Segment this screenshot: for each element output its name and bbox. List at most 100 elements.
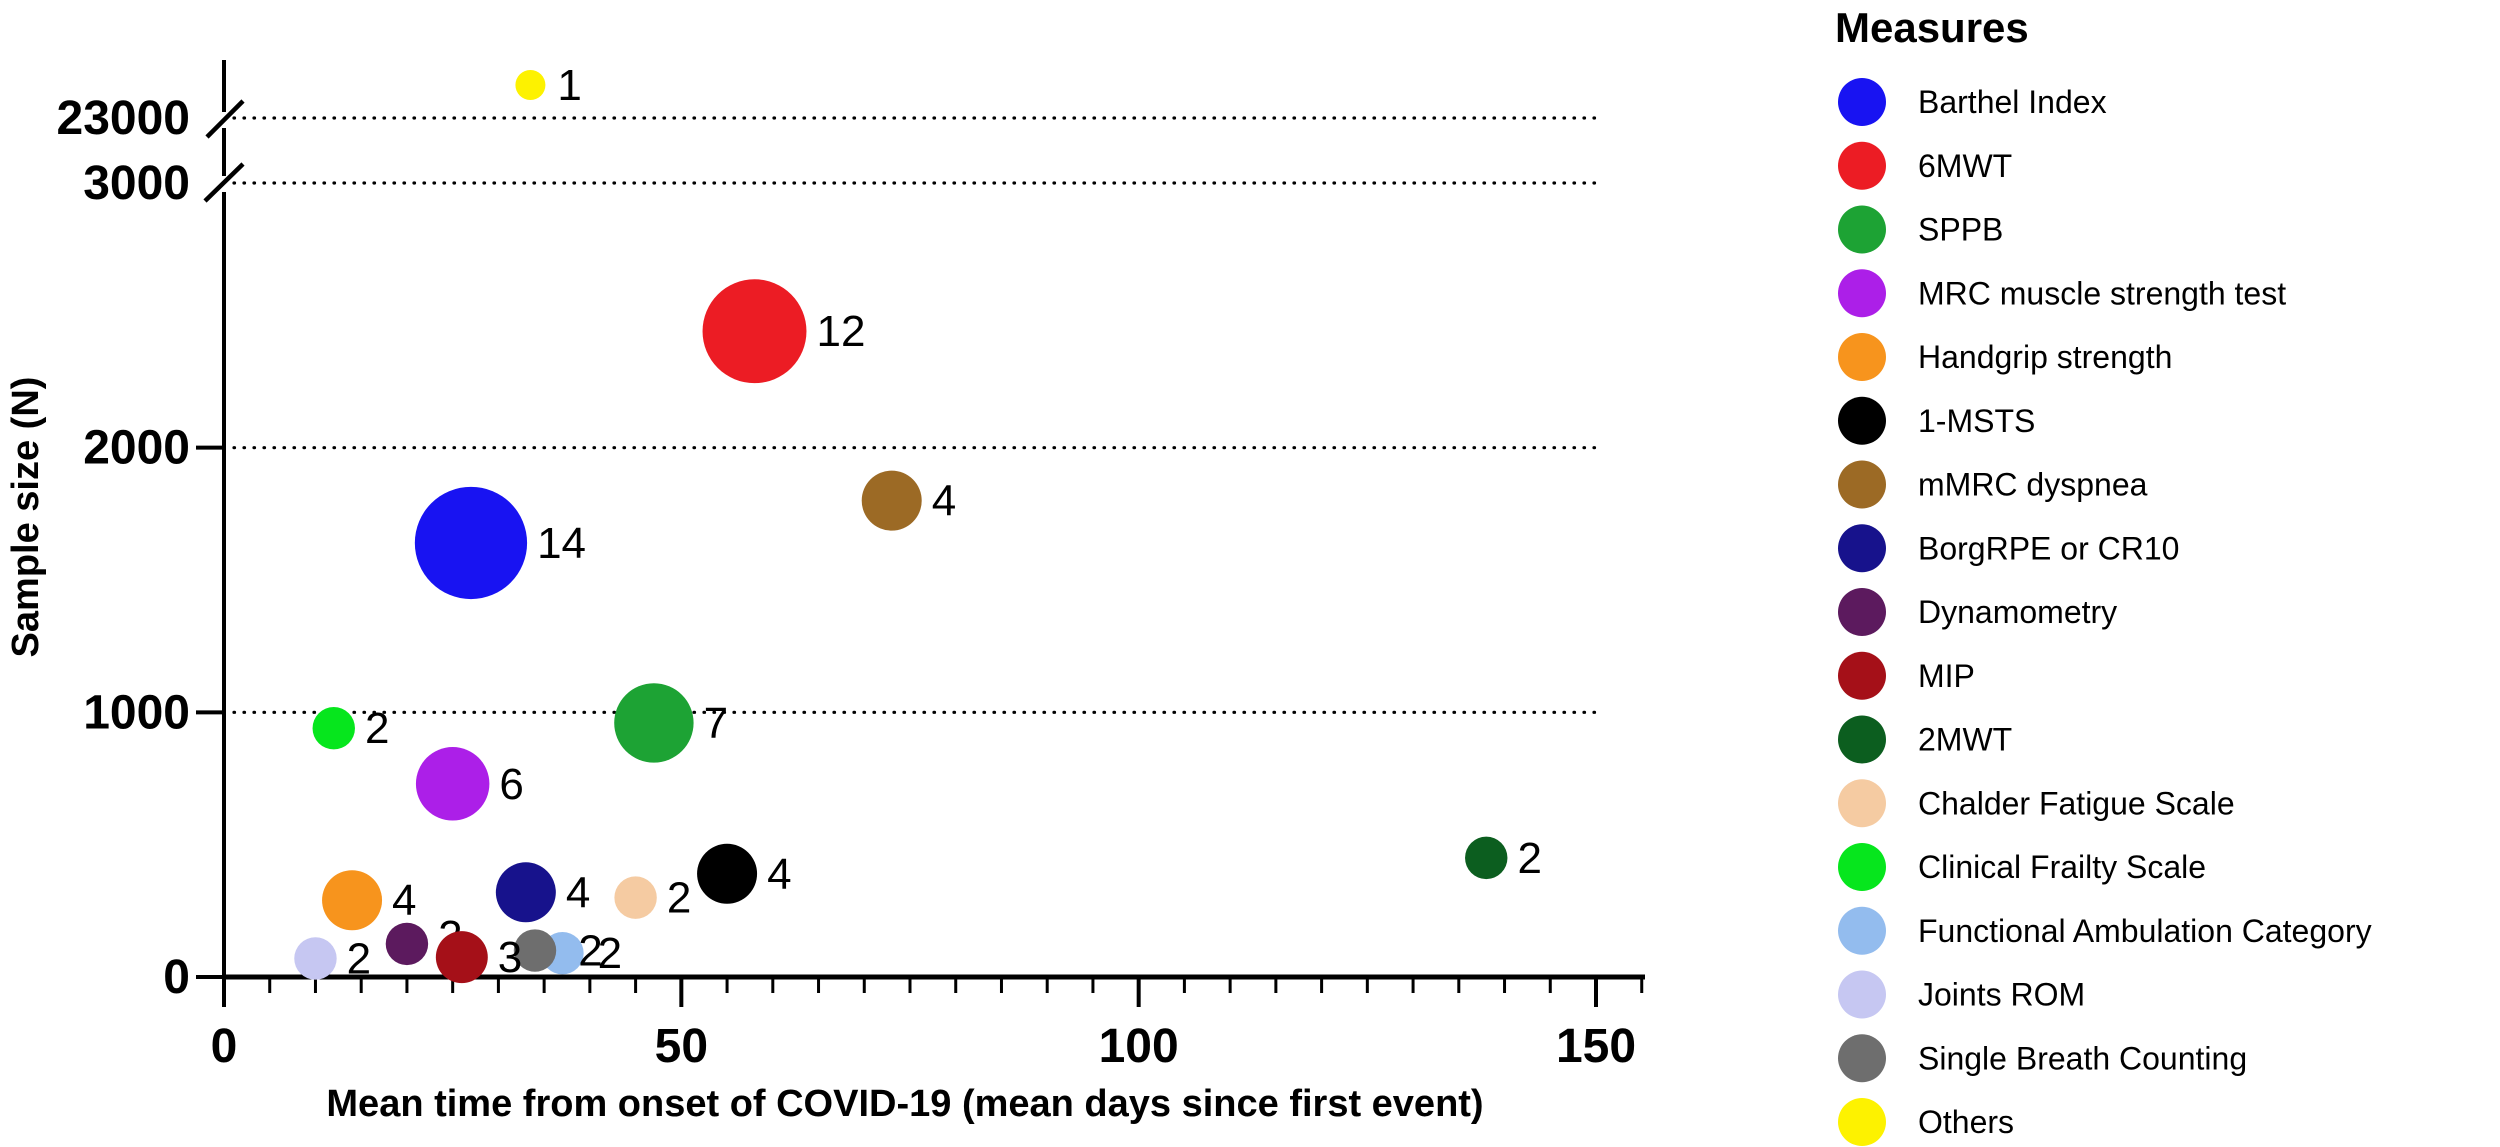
bubble-count-label-mmrc-dyspnea: 4 <box>932 477 956 526</box>
legend-swatch-1-msts <box>1838 396 1886 445</box>
legend-label-joints-rom: Joints ROM <box>1918 977 2085 1013</box>
bubble-chalder-fatigue-scale <box>614 876 657 919</box>
bubble-borgrpe-or-cr10 <box>495 862 556 923</box>
legend-item-functional-ambulation-category: Functional Ambulation Category <box>1838 906 2372 955</box>
legend-label-functional-ambulation-category: Functional Ambulation Category <box>1918 913 2372 949</box>
legend-label-sppb: SPPB <box>1918 212 2003 248</box>
bubble-2mwt <box>1465 836 1508 880</box>
legend-swatch-borgrpe-or-cr10 <box>1838 524 1886 573</box>
legend-label-mrc-muscle-strength-test: MRC muscle strength test <box>1918 275 2286 311</box>
legend-label-chalder-fatigue-scale: Chalder Fatigue Scale <box>1918 785 2235 821</box>
legend-swatch-barthel-index <box>1838 78 1886 126</box>
legend-label-others: Others <box>1918 1104 2014 1140</box>
bubble-joints-rom <box>294 937 337 980</box>
y-tick-label-0: 0 <box>163 951 190 1004</box>
legend-swatch-functional-ambulation-category <box>1838 906 1886 955</box>
legend-label-handgrip-strength: Handgrip strength <box>1918 339 2172 375</box>
legend-item-chalder-fatigue-scale: Chalder Fatigue Scale <box>1838 779 2235 828</box>
bubble-count-label-others: 1 <box>557 61 581 110</box>
legend-label-2mwt: 2MWT <box>1918 722 2012 758</box>
bubble-count-label-borgrpe-or-cr10: 4 <box>566 868 590 917</box>
bubble-count-label-mip: 3 <box>498 933 522 982</box>
bubble-clinical-frailty-scale <box>312 706 355 750</box>
bubble-count-label-1-msts: 4 <box>767 850 791 899</box>
bubble-count-label-6mwt: 12 <box>816 307 865 356</box>
legend-item-dynamometry: Dynamometry <box>1838 588 2117 636</box>
legend-label-barthel-index: Barthel Index <box>1918 84 2107 120</box>
x-tick-label-50: 50 <box>655 1020 708 1073</box>
legend-item-sppb: SPPB <box>1838 205 2003 254</box>
bubbles-layer: 2 <box>294 70 1508 984</box>
legend-swatch-handgrip-strength <box>1838 333 1886 381</box>
legend-swatch-mmrc-dyspnea <box>1838 460 1886 509</box>
legend-swatch-single-breath-counting <box>1838 1034 1886 1083</box>
legend-label-mip: MIP <box>1918 658 1975 694</box>
bubble-count-label-2mwt: 2 <box>1517 834 1541 883</box>
axis-break-slash-lower <box>203 162 245 203</box>
legend-swatch-joints-rom <box>1838 970 1886 1019</box>
legend-swatch-6mwt <box>1838 141 1886 190</box>
y-axis-title: Sample size (N) <box>5 377 47 658</box>
legend-swatch-mrc-muscle-strength-test <box>1838 269 1886 318</box>
bubble-sppb <box>614 683 694 763</box>
legend-label-borgrpe-or-cr10: BorgRPE or CR10 <box>1918 530 2179 566</box>
bubble-mrc-muscle-strength-test <box>415 747 490 821</box>
bubble-6mwt <box>702 279 807 384</box>
y-tick-label-1000: 1000 <box>83 686 190 739</box>
legend-item-single-breath-counting: Single Breath Counting <box>1838 1034 2247 1083</box>
bubble-count-label-single-breath-counting: 2 <box>578 927 602 976</box>
bubble-count-label-joints-rom: 2 <box>347 934 371 983</box>
x-tick-label-100: 100 <box>1099 1020 1179 1073</box>
legend-item-others: Others <box>1838 1098 2014 1146</box>
legend-item-borgrpe-or-cr10: BorgRPE or CR10 <box>1838 524 2179 573</box>
legend-label-6mwt: 6MWT <box>1918 148 2012 184</box>
legend-item-joints-rom: Joints ROM <box>1838 970 2085 1019</box>
bubble-others <box>515 70 546 100</box>
legend-swatch-chalder-fatigue-scale <box>1838 779 1886 828</box>
legend-swatch-sppb <box>1838 205 1886 254</box>
legend-swatch-clinical-frailty-scale <box>1838 843 1886 891</box>
legend-item-mrc-muscle-strength-test: MRC muscle strength test <box>1838 269 2286 318</box>
legend-layer: Barthel Index 6MWT SPPB MRC muscle strength… <box>1838 78 2372 1146</box>
legend-item-6mwt: 6MWT <box>1838 141 2012 190</box>
legend-item-handgrip-strength: Handgrip strength <box>1838 333 2172 381</box>
legend-item-mmrc-dyspnea: mMRC dyspnea <box>1838 460 2148 509</box>
legend-item-clinical-frailty-scale: Clinical Frailty Scale <box>1838 843 2206 891</box>
legend-item-2mwt: 2MWT <box>1838 715 2012 764</box>
y-tick-label-2000: 2000 <box>83 422 190 475</box>
bubble-count-label-barthel-index: 14 <box>537 519 586 568</box>
legend-item-barthel-index: Barthel Index <box>1838 78 2107 126</box>
y-tick-label-3000: 3000 <box>83 157 190 210</box>
bubble-single-breath-counting <box>513 929 557 972</box>
bubble-count-label-chalder-fatigue-scale: 2 <box>667 874 691 923</box>
legend-item-mip: MIP <box>1838 651 1975 700</box>
bubble-count-label-mrc-muscle-strength-test: 6 <box>499 760 523 809</box>
gridlines-layer <box>232 116 1602 714</box>
legend-item-1-msts: 1-MSTS <box>1838 396 2035 445</box>
bubble-1-msts <box>697 843 758 904</box>
bubble-mmrc-dyspnea <box>861 470 922 531</box>
bubble-barthel-index <box>414 486 528 600</box>
legend-label-dynamometry: Dynamometry <box>1918 594 2117 630</box>
bubble-handgrip-strength <box>322 870 383 931</box>
x-axis-title: Mean time from onset of COVID-19 (mean d… <box>326 1083 1483 1125</box>
legend-label-single-breath-counting: Single Breath Counting <box>1918 1040 2247 1076</box>
bubble-count-label-functional-ambulation-category: 2 <box>598 929 622 978</box>
x-tick-label-150: 150 <box>1556 1020 1636 1073</box>
legend-label-1-msts: 1-MSTS <box>1918 403 2035 439</box>
x-tick-label-0: 0 <box>211 1020 238 1073</box>
bubble-count-label-sppb: 7 <box>704 699 728 748</box>
bubble-dynamometry <box>385 922 429 966</box>
legend-title: Measures <box>1835 4 2029 51</box>
bubble-mip <box>435 931 488 984</box>
legend-label-mmrc-dyspnea: mMRC dyspnea <box>1918 467 2148 503</box>
axes-layer: 0 50 100 150 0 1000 2000 3000 23000 <box>57 60 1645 1073</box>
bubble-count-label-handgrip-strength: 4 <box>392 876 416 925</box>
legend-swatch-2mwt <box>1838 715 1886 764</box>
legend-swatch-mip <box>1838 651 1886 700</box>
legend-swatch-dynamometry <box>1838 588 1886 636</box>
axis-break-slash-upper <box>205 99 245 139</box>
legend-swatch-others <box>1838 1098 1886 1146</box>
